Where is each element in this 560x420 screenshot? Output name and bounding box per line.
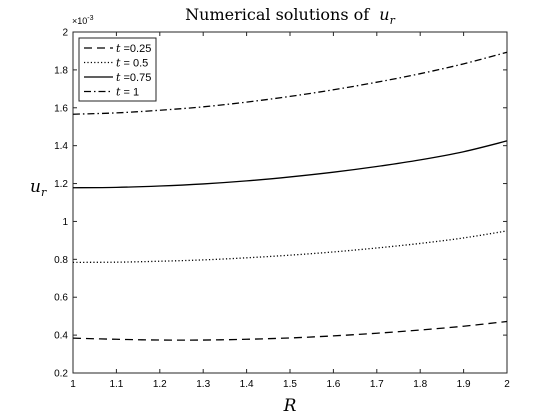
legend-label-value: = 1 [120,87,139,99]
legend-label-var: t [116,42,121,55]
chart-title-symbol: u [379,5,389,24]
y-axis-label-symbol: u [30,177,41,197]
y-tick-label: 1 [62,217,68,228]
legend-label-value: = 0.5 [120,58,148,70]
series-line-4 [72,51,508,115]
legend-label-value: =0.25 [120,43,151,55]
x-tick-label: 1 [70,379,76,390]
series-lines [72,51,508,341]
y-axis-label: ur [30,177,47,199]
chart-title-subscript: r [390,14,396,27]
y-tick-label: 0.8 [54,255,68,266]
x-tick-label: 1.1 [109,379,123,390]
x-tick-label: 1.9 [457,379,471,390]
x-axis-label: R [283,396,297,416]
x-tick-label: 1.8 [413,379,427,390]
legend-label-var: t [116,57,121,70]
y-axis-label-subscript: r [41,186,47,199]
x-tick-label: 1.3 [196,379,210,390]
chart-title: Numerical solutions of ur [185,5,395,27]
y-multiplier-exponent: -3 [87,15,93,22]
legend-label-var: t [116,71,121,84]
x-tick-label: 1.2 [153,379,167,390]
legend-label-1: t =0.25 [116,42,151,55]
chart-title-text: Numerical solutions of [185,5,370,24]
x-tick-label: 2 [504,379,510,390]
y-tick-label: 1.8 [54,65,68,76]
x-tick-label: 1.4 [240,379,254,390]
y-tick-label: 0.6 [54,293,68,304]
y-tick-label: 0.4 [54,331,68,342]
legend-label-4: t = 1 [116,86,139,99]
y-tick-label: 1.4 [54,141,68,152]
legend-label-value: =0.75 [120,72,151,84]
legend-label-var: t [116,86,121,99]
y-tick-label: 1.2 [54,179,68,190]
axis-ticks: 1 1.1 1.2 1.3 1.4 1.5 1.6 1.7 1.8 1.9 2 0.2 0.4 0.6 0.… [54,28,510,391]
legend-items: t =0.25t = 0.5t =0.75t = 1 [84,42,151,99]
series-line-3 [72,140,508,189]
legend-label-3: t =0.75 [116,71,151,84]
x-tick-label: 1.7 [370,379,384,390]
y-tick-label: 1.6 [54,103,68,114]
x-tick-label: 1.5 [283,379,297,390]
x-tick-label: 1.6 [326,379,340,390]
y-multiplier-base: ×10 [72,16,87,26]
y-multiplier: ×10-3 [72,15,94,26]
legend: t =0.25t = 0.5t =0.75t = 1 [78,37,157,102]
legend-label-2: t = 0.5 [116,57,148,70]
series-line-2 [72,230,508,264]
y-tick-label: 2 [62,28,68,39]
y-tick-label: 0.2 [54,369,68,380]
